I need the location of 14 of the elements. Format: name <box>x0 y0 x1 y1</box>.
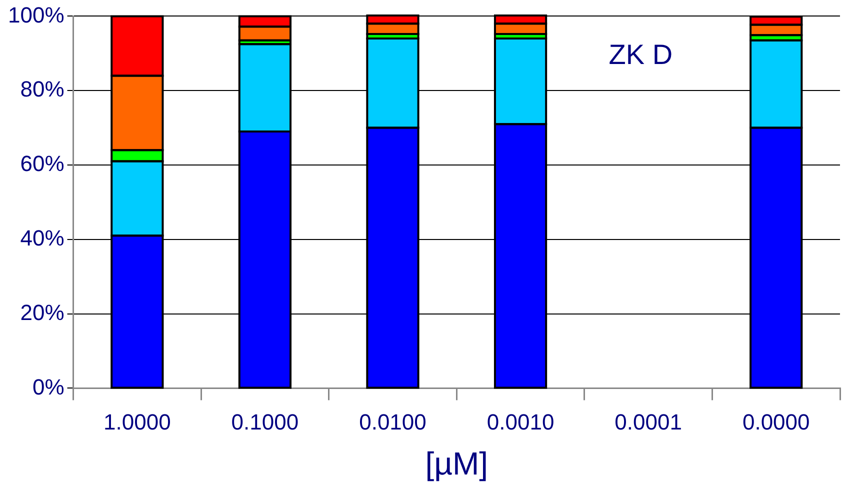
y-tick-label: 20% <box>20 300 64 325</box>
x-tick-label: 0.0010 <box>486 409 554 434</box>
y-tick-label: 100% <box>8 2 64 28</box>
x-tick-label: 0.0001 <box>614 409 682 434</box>
y-tick-label: 60% <box>20 151 64 176</box>
annotation: ZK D <box>608 38 673 70</box>
y-tick-label: 80% <box>20 76 64 102</box>
y-tick-label: 0% <box>32 374 64 400</box>
x-tick-label: 0.0000 <box>742 409 810 434</box>
x-tick-label: 0.0100 <box>359 409 426 434</box>
x-axis-title: [µM] <box>425 446 488 482</box>
x-tick-label: 0.1000 <box>231 409 299 434</box>
y-tick-label: 40% <box>20 225 64 250</box>
x-tick-label: 1.0000 <box>104 409 171 434</box>
